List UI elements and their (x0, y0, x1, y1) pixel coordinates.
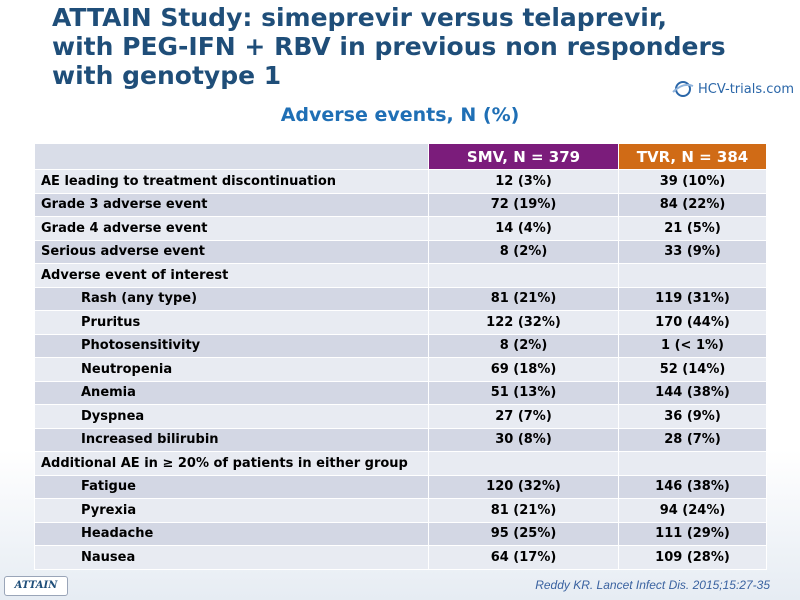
table-row: Photosensitivity 8 (2%) 1 (< 1%) (34, 333, 767, 358)
tvr-value: 94 (24%) (618, 498, 767, 523)
tvr-value: 146 (38%) (618, 474, 767, 499)
table-row: Nausea 64 (17%) 109 (28%) (34, 545, 767, 570)
table-row: Serious adverse event 8 (2%) 33 (9%) (34, 239, 767, 264)
row-label: Serious adverse event (34, 239, 429, 264)
logo-text: HCV-trials.com (698, 81, 794, 97)
row-label: Fatigue (34, 474, 429, 499)
row-label: Nausea (34, 545, 429, 570)
tvr-value: 28 (7%) (618, 427, 767, 452)
smv-value: 51 (13%) (428, 380, 619, 405)
table-row: Rash (any type) 81 (21%) 119 (31%) (34, 286, 767, 311)
row-label: Neutropenia (34, 357, 429, 382)
table-row: Grade 3 adverse event 72 (19%) 84 (22%) (34, 192, 767, 217)
smv-value: 120 (32%) (428, 474, 619, 499)
smv-value: 69 (18%) (428, 357, 619, 382)
title-line: with PEG-IFN + RBV in previous non respo… (52, 32, 726, 61)
tvr-value: 109 (28%) (618, 545, 767, 570)
row-label: Pyrexia (34, 498, 429, 523)
smv-value: 8 (2%) (428, 239, 619, 264)
table-row: Neutropenia 69 (18%) 52 (14%) (34, 357, 767, 382)
table-row: Grade 4 adverse event 14 (4%) 21 (5%) (34, 216, 767, 241)
header-smv: SMV, N = 379 (428, 143, 619, 170)
row-label: Anemia (34, 380, 429, 405)
hcv-trials-logo: HCV-trials.com (672, 78, 794, 100)
table-header-row: SMV, N = 379 TVR, N = 384 (34, 143, 767, 170)
row-label: Adverse event of interest (34, 263, 429, 288)
smv-value: 27 (7%) (428, 404, 619, 429)
smv-value: 81 (21%) (428, 498, 619, 523)
row-label: Increased bilirubin (34, 427, 429, 452)
row-label: Pruritus (34, 310, 429, 335)
row-label: Headache (34, 521, 429, 546)
table-row: Fatigue 120 (32%) 146 (38%) (34, 474, 767, 499)
table-row: Adverse event of interest (34, 263, 767, 288)
table-row: Anemia 51 (13%) 144 (38%) (34, 380, 767, 405)
tvr-value: 111 (29%) (618, 521, 767, 546)
table-row: Increased bilirubin 30 (8%) 28 (7%) (34, 427, 767, 452)
tvr-value: 33 (9%) (618, 239, 767, 264)
tvr-value (618, 451, 767, 476)
table-row: AE leading to treatment discontinuation 1… (34, 169, 767, 194)
smv-value (428, 451, 619, 476)
tvr-value: 144 (38%) (618, 380, 767, 405)
row-label: Grade 3 adverse event (34, 192, 429, 217)
tvr-value: 170 (44%) (618, 310, 767, 335)
tvr-value: 21 (5%) (618, 216, 767, 241)
header-blank-cell (34, 143, 429, 170)
table-caption: Adverse events, N (%) (280, 104, 520, 126)
smv-value (428, 263, 619, 288)
table-row: Pyrexia 81 (21%) 94 (24%) (34, 498, 767, 523)
smv-value: 64 (17%) (428, 545, 619, 570)
tvr-value (618, 263, 767, 288)
tvr-value: 39 (10%) (618, 169, 767, 194)
row-label: Additional AE in ≥ 20% of patients in ei… (34, 451, 429, 476)
slide-title: ATTAIN Study: simeprevir versus telaprev… (52, 3, 732, 90)
tvr-value: 1 (< 1%) (618, 333, 767, 358)
row-label: Photosensitivity (34, 333, 429, 358)
title-line: with genotype 1 (52, 61, 282, 90)
smv-value: 14 (4%) (428, 216, 619, 241)
table-row: Headache 95 (25%) 111 (29%) (34, 521, 767, 546)
tvr-value: 84 (22%) (618, 192, 767, 217)
smv-value: 95 (25%) (428, 521, 619, 546)
smv-value: 30 (8%) (428, 427, 619, 452)
attain-badge: ATTAIN (4, 576, 68, 596)
tvr-value: 119 (31%) (618, 286, 767, 311)
table-row: Additional AE in ≥ 20% of patients in ei… (34, 451, 767, 476)
smv-value: 81 (21%) (428, 286, 619, 311)
row-label: Dyspnea (34, 404, 429, 429)
smv-value: 8 (2%) (428, 333, 619, 358)
header-tvr: TVR, N = 384 (618, 143, 767, 170)
row-label: AE leading to treatment discontinuation (34, 169, 429, 194)
title-line: ATTAIN Study: simeprevir versus telaprev… (52, 3, 667, 32)
table-row: Dyspnea 27 (7%) 36 (9%) (34, 404, 767, 429)
smv-value: 122 (32%) (428, 310, 619, 335)
row-label: Rash (any type) (34, 286, 429, 311)
smv-value: 12 (3%) (428, 169, 619, 194)
tvr-value: 36 (9%) (618, 404, 767, 429)
adverse-events-table: SMV, N = 379 TVR, N = 384 AE leading to … (34, 143, 767, 570)
smv-value: 72 (19%) (428, 192, 619, 217)
tvr-value: 52 (14%) (618, 357, 767, 382)
row-label: Grade 4 adverse event (34, 216, 429, 241)
hcv-trials-logo-icon (672, 81, 694, 97)
citation: Reddy KR. Lancet Infect Dis. 2015;15:27-… (535, 578, 770, 592)
table-row: Pruritus 122 (32%) 170 (44%) (34, 310, 767, 335)
